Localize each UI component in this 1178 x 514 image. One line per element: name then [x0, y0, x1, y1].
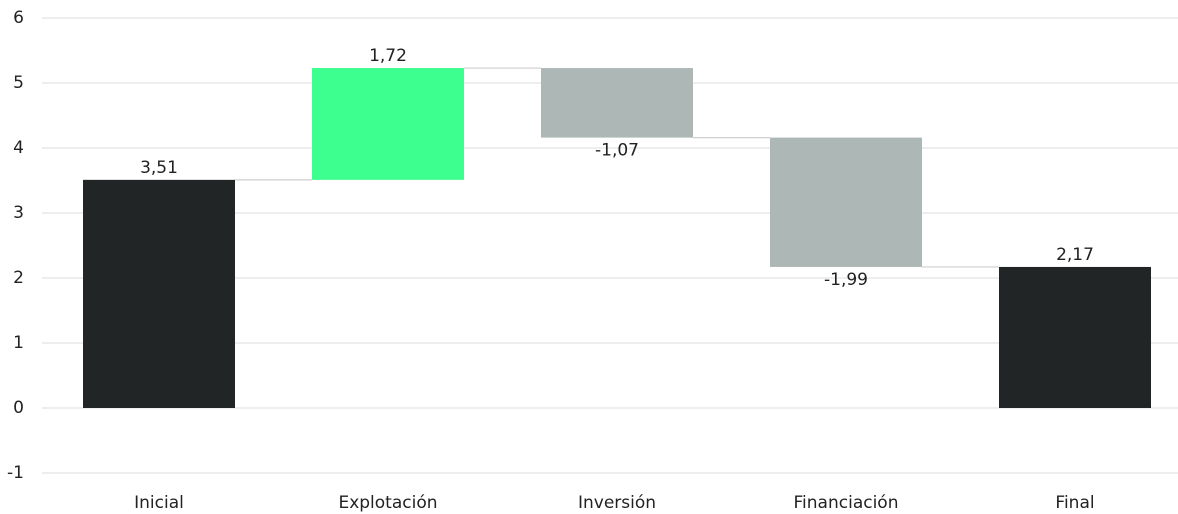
bar [541, 68, 693, 138]
bar [312, 68, 464, 180]
x-tick-label: Inversión [578, 493, 656, 513]
data-label: -1,07 [595, 141, 639, 161]
data-label: -1,99 [824, 270, 868, 290]
y-tick-label: 1 [13, 333, 24, 353]
y-tick-label: 6 [13, 8, 24, 28]
y-tick-label: 0 [13, 398, 24, 418]
x-tick-label: Explotación [338, 493, 437, 513]
y-tick-label: 3 [13, 203, 24, 223]
x-tick-label: Inicial [134, 493, 184, 513]
bar [83, 179, 235, 408]
x-tick-label: Financiación [794, 493, 899, 513]
y-tick-label: 2 [13, 268, 24, 288]
bar [999, 266, 1151, 408]
y-tick-label: -1 [7, 463, 24, 483]
y-tick-label: 4 [13, 138, 24, 158]
data-label: 3,51 [140, 158, 178, 178]
bar [770, 137, 922, 267]
y-tick-label: 5 [13, 73, 24, 93]
data-label: 1,72 [369, 46, 407, 66]
data-label: 2,17 [1056, 245, 1094, 265]
x-tick-label: Final [1055, 493, 1094, 513]
